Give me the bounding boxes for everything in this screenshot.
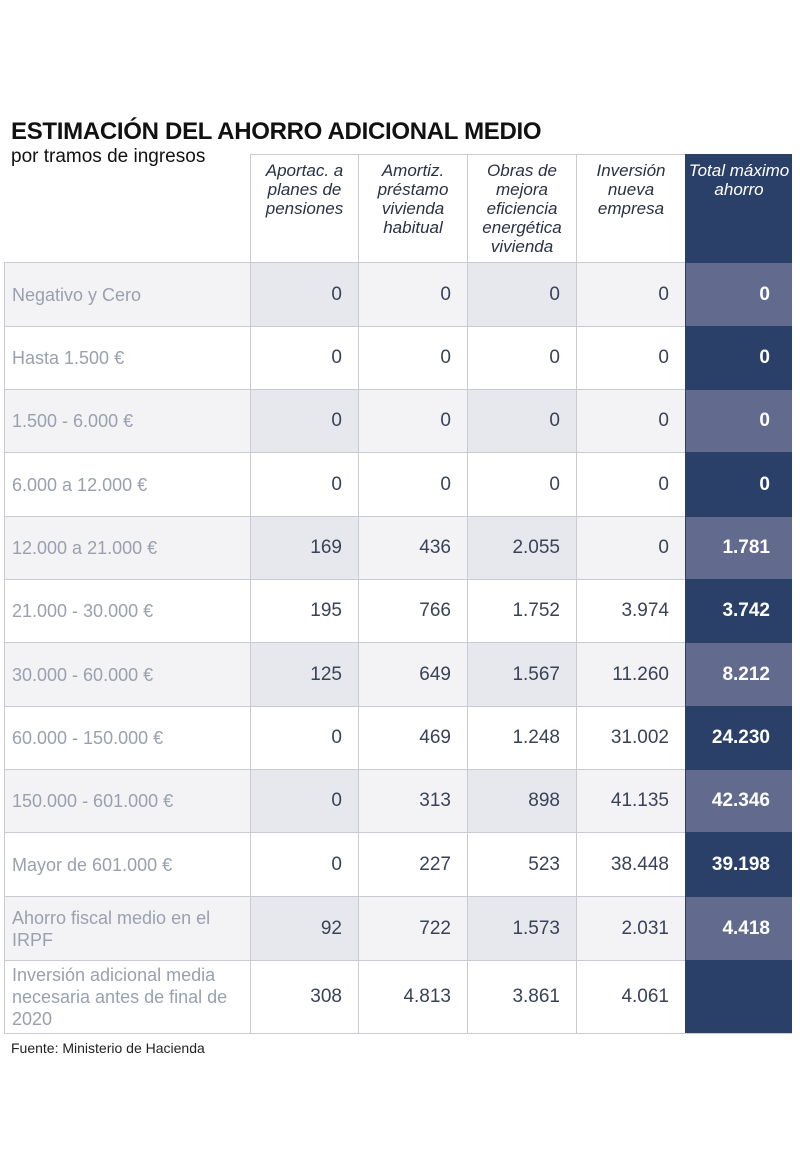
cell-prestamo: 436 bbox=[358, 516, 467, 579]
row-label: 21.000 - 30.000 € bbox=[4, 579, 250, 642]
cell-eficiencia: 1.567 bbox=[467, 642, 576, 706]
cell-empresa: 0 bbox=[576, 516, 685, 579]
column-header-eficiencia: Obras de mejora eficiencia energética vi… bbox=[467, 154, 576, 262]
cell-prestamo: 0 bbox=[358, 389, 467, 452]
cell-eficiencia: 523 bbox=[467, 832, 576, 896]
table-row: 6.000 a 12.000 €0 0 0 0 0 bbox=[4, 452, 792, 516]
cell-empresa: 0 bbox=[576, 262, 685, 326]
cell-empresa: 3.974 bbox=[576, 579, 685, 642]
table-row: 150.000 - 601.000 €0 313 898 41.135 42.346 bbox=[4, 769, 792, 832]
cell-empresa: 0 bbox=[576, 326, 685, 389]
cell-pensiones: 0 bbox=[250, 326, 358, 389]
cell-prestamo: 4.813 bbox=[358, 960, 467, 1033]
cell-eficiencia: 3.861 bbox=[467, 960, 576, 1033]
cell-eficiencia: 1.248 bbox=[467, 706, 576, 769]
cell-empresa: 2.031 bbox=[576, 896, 685, 960]
cell-pensiones: 0 bbox=[250, 832, 358, 896]
cell-prestamo: 313 bbox=[358, 769, 467, 832]
cell-total bbox=[685, 960, 792, 1033]
cell-empresa: 41.135 bbox=[576, 769, 685, 832]
cell-total: 24.230 bbox=[685, 706, 792, 769]
column-header-pensiones: Aportac. a planes de pensiones bbox=[250, 154, 358, 262]
cell-eficiencia: 0 bbox=[467, 452, 576, 516]
row-label: 60.000 - 150.000 € bbox=[4, 706, 250, 769]
cell-prestamo: 649 bbox=[358, 642, 467, 706]
row-label: 6.000 a 12.000 € bbox=[4, 452, 250, 516]
row-label: Hasta 1.500 € bbox=[4, 326, 250, 389]
cell-pensiones: 0 bbox=[250, 389, 358, 452]
cell-eficiencia: 1.752 bbox=[467, 579, 576, 642]
cell-empresa: 38.448 bbox=[576, 832, 685, 896]
cell-eficiencia: 0 bbox=[467, 389, 576, 452]
table-row: 30.000 - 60.000 €125 649 1.567 11.260 8.212 bbox=[4, 642, 792, 706]
row-label: Mayor de 601.000 € bbox=[4, 832, 250, 896]
cell-pensiones: 125 bbox=[250, 642, 358, 706]
cell-eficiencia: 1.573 bbox=[467, 896, 576, 960]
cell-pensiones: 169 bbox=[250, 516, 358, 579]
cell-total: 8.212 bbox=[685, 642, 792, 706]
cell-empresa: 0 bbox=[576, 452, 685, 516]
column-header-prestamo: Amortiz. préstamo vivienda habitual bbox=[358, 154, 467, 262]
table-row: Inversión adicional media necesaria ante… bbox=[4, 960, 792, 1033]
cell-total: 39.198 bbox=[685, 832, 792, 896]
table-row: Hasta 1.500 €0 0 0 0 0 bbox=[4, 326, 792, 389]
cell-total: 3.742 bbox=[685, 579, 792, 642]
cell-prestamo: 0 bbox=[358, 452, 467, 516]
row-label: 1.500 - 6.000 € bbox=[4, 389, 250, 452]
column-header-empresa: Inversión nueva empresa bbox=[576, 154, 685, 262]
table-row: 21.000 - 30.000 €195 766 1.752 3.974 3.742 bbox=[4, 579, 792, 642]
cell-pensiones: 0 bbox=[250, 769, 358, 832]
cell-total: 0 bbox=[685, 389, 792, 452]
chart-title: ESTIMACIÓN DEL AHORRO ADICIONAL MEDIO bbox=[11, 118, 542, 145]
cell-pensiones: 0 bbox=[250, 706, 358, 769]
cell-total: 4.418 bbox=[685, 896, 792, 960]
row-label: Ahorro fiscal medio en el IRPF bbox=[4, 896, 250, 960]
cell-eficiencia: 0 bbox=[467, 326, 576, 389]
row-label: Inversión adicional media necesaria ante… bbox=[4, 960, 250, 1033]
cell-eficiencia: 0 bbox=[467, 262, 576, 326]
cell-eficiencia: 2.055 bbox=[467, 516, 576, 579]
table-row: 1.500 - 6.000 €0 0 0 0 0 bbox=[4, 389, 792, 452]
cell-total: 0 bbox=[685, 452, 792, 516]
chart-subtitle: por tramos de ingresos bbox=[11, 146, 206, 167]
cell-pensiones: 195 bbox=[250, 579, 358, 642]
cell-prestamo: 0 bbox=[358, 326, 467, 389]
cell-eficiencia: 898 bbox=[467, 769, 576, 832]
row-label: Negativo y Cero bbox=[4, 262, 250, 326]
table-row: Mayor de 601.000 €0 227 523 38.448 39.198 bbox=[4, 832, 792, 896]
cell-pensiones: 92 bbox=[250, 896, 358, 960]
cell-empresa: 31.002 bbox=[576, 706, 685, 769]
cell-prestamo: 469 bbox=[358, 706, 467, 769]
cell-total: 0 bbox=[685, 326, 792, 389]
column-header-total: Total máximo ahorro bbox=[685, 154, 792, 262]
cell-pensiones: 0 bbox=[250, 262, 358, 326]
table-row: 12.000 a 21.000 €169 436 2.055 0 1.781 bbox=[4, 516, 792, 579]
table-bottom-border bbox=[4, 1033, 792, 1034]
row-label: 12.000 a 21.000 € bbox=[4, 516, 250, 579]
table-row: Ahorro fiscal medio en el IRPF 92 722 1.573… bbox=[4, 896, 792, 960]
row-label: 30.000 - 60.000 € bbox=[4, 642, 250, 706]
cell-total: 0 bbox=[685, 262, 792, 326]
cell-empresa: 4.061 bbox=[576, 960, 685, 1033]
table-left-border bbox=[4, 262, 5, 1033]
source-note: Fuente: Ministerio de Hacienda bbox=[11, 1040, 205, 1056]
cell-prestamo: 0 bbox=[358, 262, 467, 326]
cell-pensiones: 308 bbox=[250, 960, 358, 1033]
table-row: 60.000 - 150.000 €0 469 1.248 31.002 24.230 bbox=[4, 706, 792, 769]
row-label: 150.000 - 601.000 € bbox=[4, 769, 250, 832]
cell-empresa: 11.260 bbox=[576, 642, 685, 706]
cell-prestamo: 766 bbox=[358, 579, 467, 642]
table-row: Negativo y Cero 0 0 0 0 0 bbox=[4, 262, 792, 326]
cell-pensiones: 0 bbox=[250, 452, 358, 516]
cell-total: 1.781 bbox=[685, 516, 792, 579]
cell-prestamo: 722 bbox=[358, 896, 467, 960]
cell-empresa: 0 bbox=[576, 389, 685, 452]
cell-prestamo: 227 bbox=[358, 832, 467, 896]
cell-total: 42.346 bbox=[685, 769, 792, 832]
